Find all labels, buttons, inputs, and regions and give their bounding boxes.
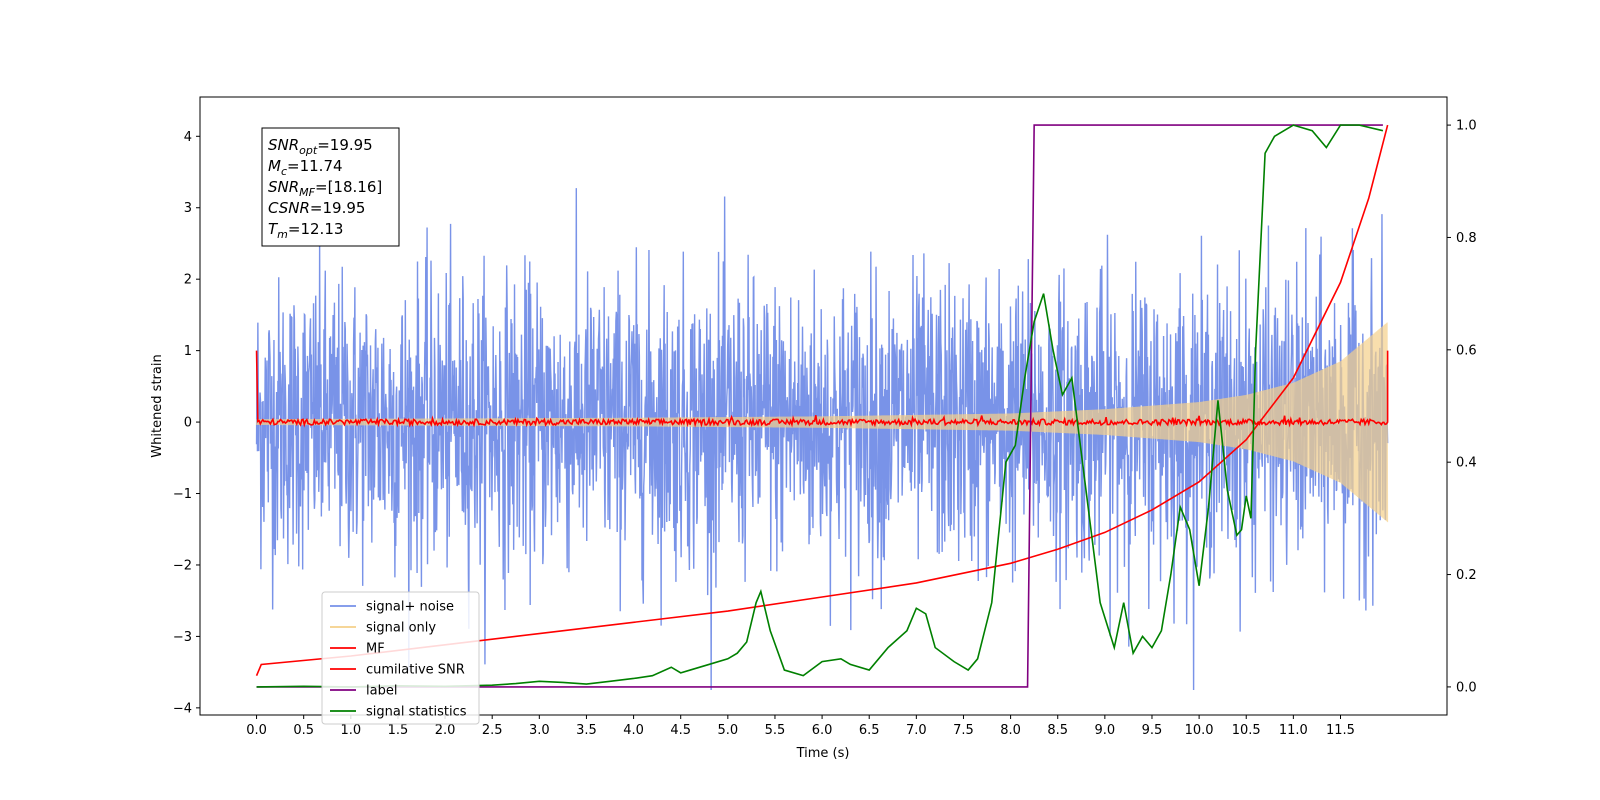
x-tick-label: 4.0 xyxy=(623,723,644,738)
annotation-line: SNRopt=19.95 xyxy=(268,136,373,157)
x-tick-label: 9.5 xyxy=(1142,723,1163,738)
x-tick-label: 4.5 xyxy=(670,723,691,738)
y-axis-right: 0.0 0.2 0.4 0.6 0.8 1.0 xyxy=(1447,119,1477,695)
y-tick-label: −3 xyxy=(173,630,192,645)
legend-entry: label xyxy=(366,684,397,699)
x-tick-label: 5.5 xyxy=(765,723,786,738)
x-axis-label: Time (s) xyxy=(796,746,850,761)
y-tick-label: −2 xyxy=(173,558,192,573)
y-tick-label: 4 xyxy=(184,130,192,145)
x-tick-label: 7.5 xyxy=(953,723,974,738)
x-tick-label: 8.5 xyxy=(1047,723,1068,738)
x-tick-label: 3.0 xyxy=(529,723,550,738)
x-axis: 0.0 0.5 1.0 1.5 2.0 2.5 3.0 3.5 4.0 4.5 5.0 5.5 6.0 6… xyxy=(246,715,1355,738)
x-tick-label: 11.5 xyxy=(1326,723,1355,738)
series-mf xyxy=(255,350,1389,428)
stats-annotation: SNRopt=19.95Mc=11.74SNRMF=[18.16]CSNR=19… xyxy=(261,127,400,247)
x-tick-label: 5.0 xyxy=(717,723,738,738)
x-tick-label: 10.0 xyxy=(1185,723,1214,738)
series-signal-statistics xyxy=(256,124,1384,688)
legend-entry: cumilative SNR xyxy=(366,663,465,678)
y2-tick-label: 0.6 xyxy=(1456,343,1477,358)
legend-entry: signal only xyxy=(366,621,436,636)
series-signal-noise xyxy=(255,188,1389,690)
x-tick-label: 6.0 xyxy=(812,723,833,738)
series-signal-only xyxy=(256,322,1389,523)
y2-tick-label: 0.0 xyxy=(1456,680,1477,695)
x-tick-label: 2.0 xyxy=(435,723,456,738)
y-tick-label: −4 xyxy=(173,701,192,716)
legend-entry: MF xyxy=(366,642,385,657)
y2-tick-label: 1.0 xyxy=(1456,119,1477,134)
x-tick-label: 9.0 xyxy=(1095,723,1116,738)
legend-entry: signal+ noise xyxy=(366,600,454,615)
x-tick-label: 11.0 xyxy=(1279,723,1308,738)
y-tick-label: 3 xyxy=(184,201,192,216)
x-tick-label: 10.5 xyxy=(1232,723,1261,738)
y-tick-label: 1 xyxy=(184,344,192,359)
annotation-line: Tm=12.13 xyxy=(268,220,343,241)
y-tick-label: 0 xyxy=(184,416,192,431)
x-tick-label: 3.5 xyxy=(576,723,597,738)
plot-frame xyxy=(199,96,1448,716)
y-tick-label: −1 xyxy=(173,487,192,502)
y-tick-label: 2 xyxy=(184,273,192,288)
x-tick-label: 0.5 xyxy=(293,723,314,738)
legend: signal+ noise signal only MF cumilative SNR… xyxy=(321,591,480,725)
annotation-line: SNRMF=[18.16] xyxy=(268,178,382,199)
x-tick-label: 6.5 xyxy=(859,723,880,738)
y-axis-label: Whitened strain xyxy=(150,354,165,457)
y2-tick-label: 0.8 xyxy=(1456,231,1477,246)
x-tick-label: 0.0 xyxy=(246,723,267,738)
series-label xyxy=(256,124,1383,688)
y2-tick-label: 0.4 xyxy=(1456,456,1477,471)
y-axis-left: −4 −3 −2 −1 0 1 2 3 4 xyxy=(173,130,200,716)
annotation-line: CSNR=19.95 xyxy=(268,199,365,217)
x-tick-label: 1.0 xyxy=(340,723,361,738)
x-tick-label: 1.5 xyxy=(388,723,409,738)
x-tick-label: 2.5 xyxy=(482,723,503,738)
x-tick-label: 7.0 xyxy=(906,723,927,738)
y2-tick-label: 0.2 xyxy=(1456,568,1477,583)
annotation-line: Mc=11.74 xyxy=(268,157,343,178)
x-tick-label: 8.0 xyxy=(1000,723,1021,738)
legend-entry: signal statistics xyxy=(366,705,467,720)
